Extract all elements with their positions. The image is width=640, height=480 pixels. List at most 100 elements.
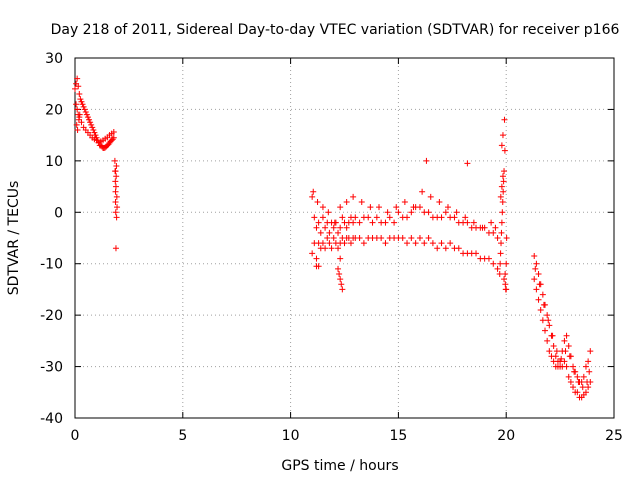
data-point <box>75 83 82 90</box>
data-point <box>571 368 578 375</box>
data-point <box>425 209 432 216</box>
data-point <box>384 209 391 216</box>
data-point <box>382 219 389 226</box>
data-point <box>386 214 393 221</box>
data-point <box>545 317 552 324</box>
data-point <box>78 119 85 126</box>
data-point <box>338 281 345 288</box>
data-point <box>549 332 556 339</box>
data-point <box>442 209 449 216</box>
data-point <box>74 75 81 82</box>
data-point <box>499 199 506 205</box>
data-point <box>328 245 335 252</box>
data-point <box>584 379 591 385</box>
data-point <box>503 235 510 241</box>
data-point <box>112 199 119 205</box>
data-point <box>585 384 592 391</box>
y-tick-label: 10 <box>45 154 63 170</box>
data-point <box>540 301 547 308</box>
data-point <box>343 199 350 205</box>
data-point <box>567 379 574 385</box>
data-point <box>356 235 363 241</box>
data-point <box>314 199 321 205</box>
data-point <box>546 322 553 329</box>
data-point <box>350 219 357 226</box>
data-point <box>498 142 505 149</box>
data-point <box>76 111 83 118</box>
data-point <box>408 209 415 216</box>
data-point <box>535 296 542 303</box>
data-point <box>113 193 120 200</box>
data-point <box>550 343 557 349</box>
data-point <box>315 263 322 270</box>
data-point <box>490 260 497 267</box>
data-point <box>485 255 492 262</box>
data-point <box>322 245 329 252</box>
data-point <box>326 229 333 236</box>
data-point <box>313 224 320 231</box>
data-point <box>453 209 460 216</box>
data-point <box>497 193 504 200</box>
data-point <box>337 224 344 231</box>
data-point <box>416 235 423 241</box>
data-point <box>110 129 117 136</box>
data-point <box>315 219 322 226</box>
data-point <box>319 214 326 221</box>
data-point <box>110 134 117 141</box>
data-point <box>401 199 408 205</box>
data-point <box>352 214 359 221</box>
data-point <box>479 224 486 231</box>
data-point <box>565 343 572 349</box>
data-point <box>497 260 504 267</box>
data-point <box>309 193 316 200</box>
x-tick-label: 15 <box>389 428 407 444</box>
data-point <box>438 240 445 247</box>
data-point <box>341 240 348 247</box>
data-point <box>497 250 504 257</box>
data-point <box>335 265 342 272</box>
data-point <box>76 91 83 97</box>
data-point <box>501 168 508 175</box>
data-point <box>462 214 469 221</box>
data-point <box>331 219 338 226</box>
data-point <box>574 373 581 380</box>
data-point <box>83 111 90 118</box>
data-point <box>470 219 477 226</box>
x-tick-label: 0 <box>71 428 80 444</box>
data-point <box>89 124 96 131</box>
data-point <box>498 229 505 236</box>
data-point <box>404 214 411 221</box>
data-point <box>324 235 331 241</box>
data-point <box>84 114 91 121</box>
data-point <box>498 219 505 226</box>
data-point <box>74 127 81 133</box>
data-point <box>91 129 98 136</box>
data-point <box>539 317 546 324</box>
data-point <box>391 219 398 226</box>
data-point <box>532 265 539 272</box>
data-point <box>79 101 86 108</box>
data-point <box>587 348 594 355</box>
data-point <box>337 204 344 211</box>
data-point <box>500 178 507 185</box>
data-point <box>492 224 499 231</box>
data-point <box>369 219 376 226</box>
data-point <box>373 214 380 221</box>
data-point <box>498 183 505 190</box>
data-point <box>412 240 419 247</box>
data-point <box>326 240 333 247</box>
data-point <box>319 204 326 211</box>
data-point <box>501 276 508 283</box>
data-point <box>350 193 357 200</box>
data-point <box>77 96 84 103</box>
data-point <box>535 271 542 277</box>
data-point <box>447 240 454 247</box>
data-point <box>436 199 443 205</box>
data-point <box>586 368 593 375</box>
x-axis-label: GPS time / hours <box>281 458 398 474</box>
data-point <box>416 204 423 211</box>
data-point <box>502 281 509 288</box>
data-point <box>455 245 462 252</box>
data-point <box>365 214 372 221</box>
data-point <box>531 276 538 283</box>
